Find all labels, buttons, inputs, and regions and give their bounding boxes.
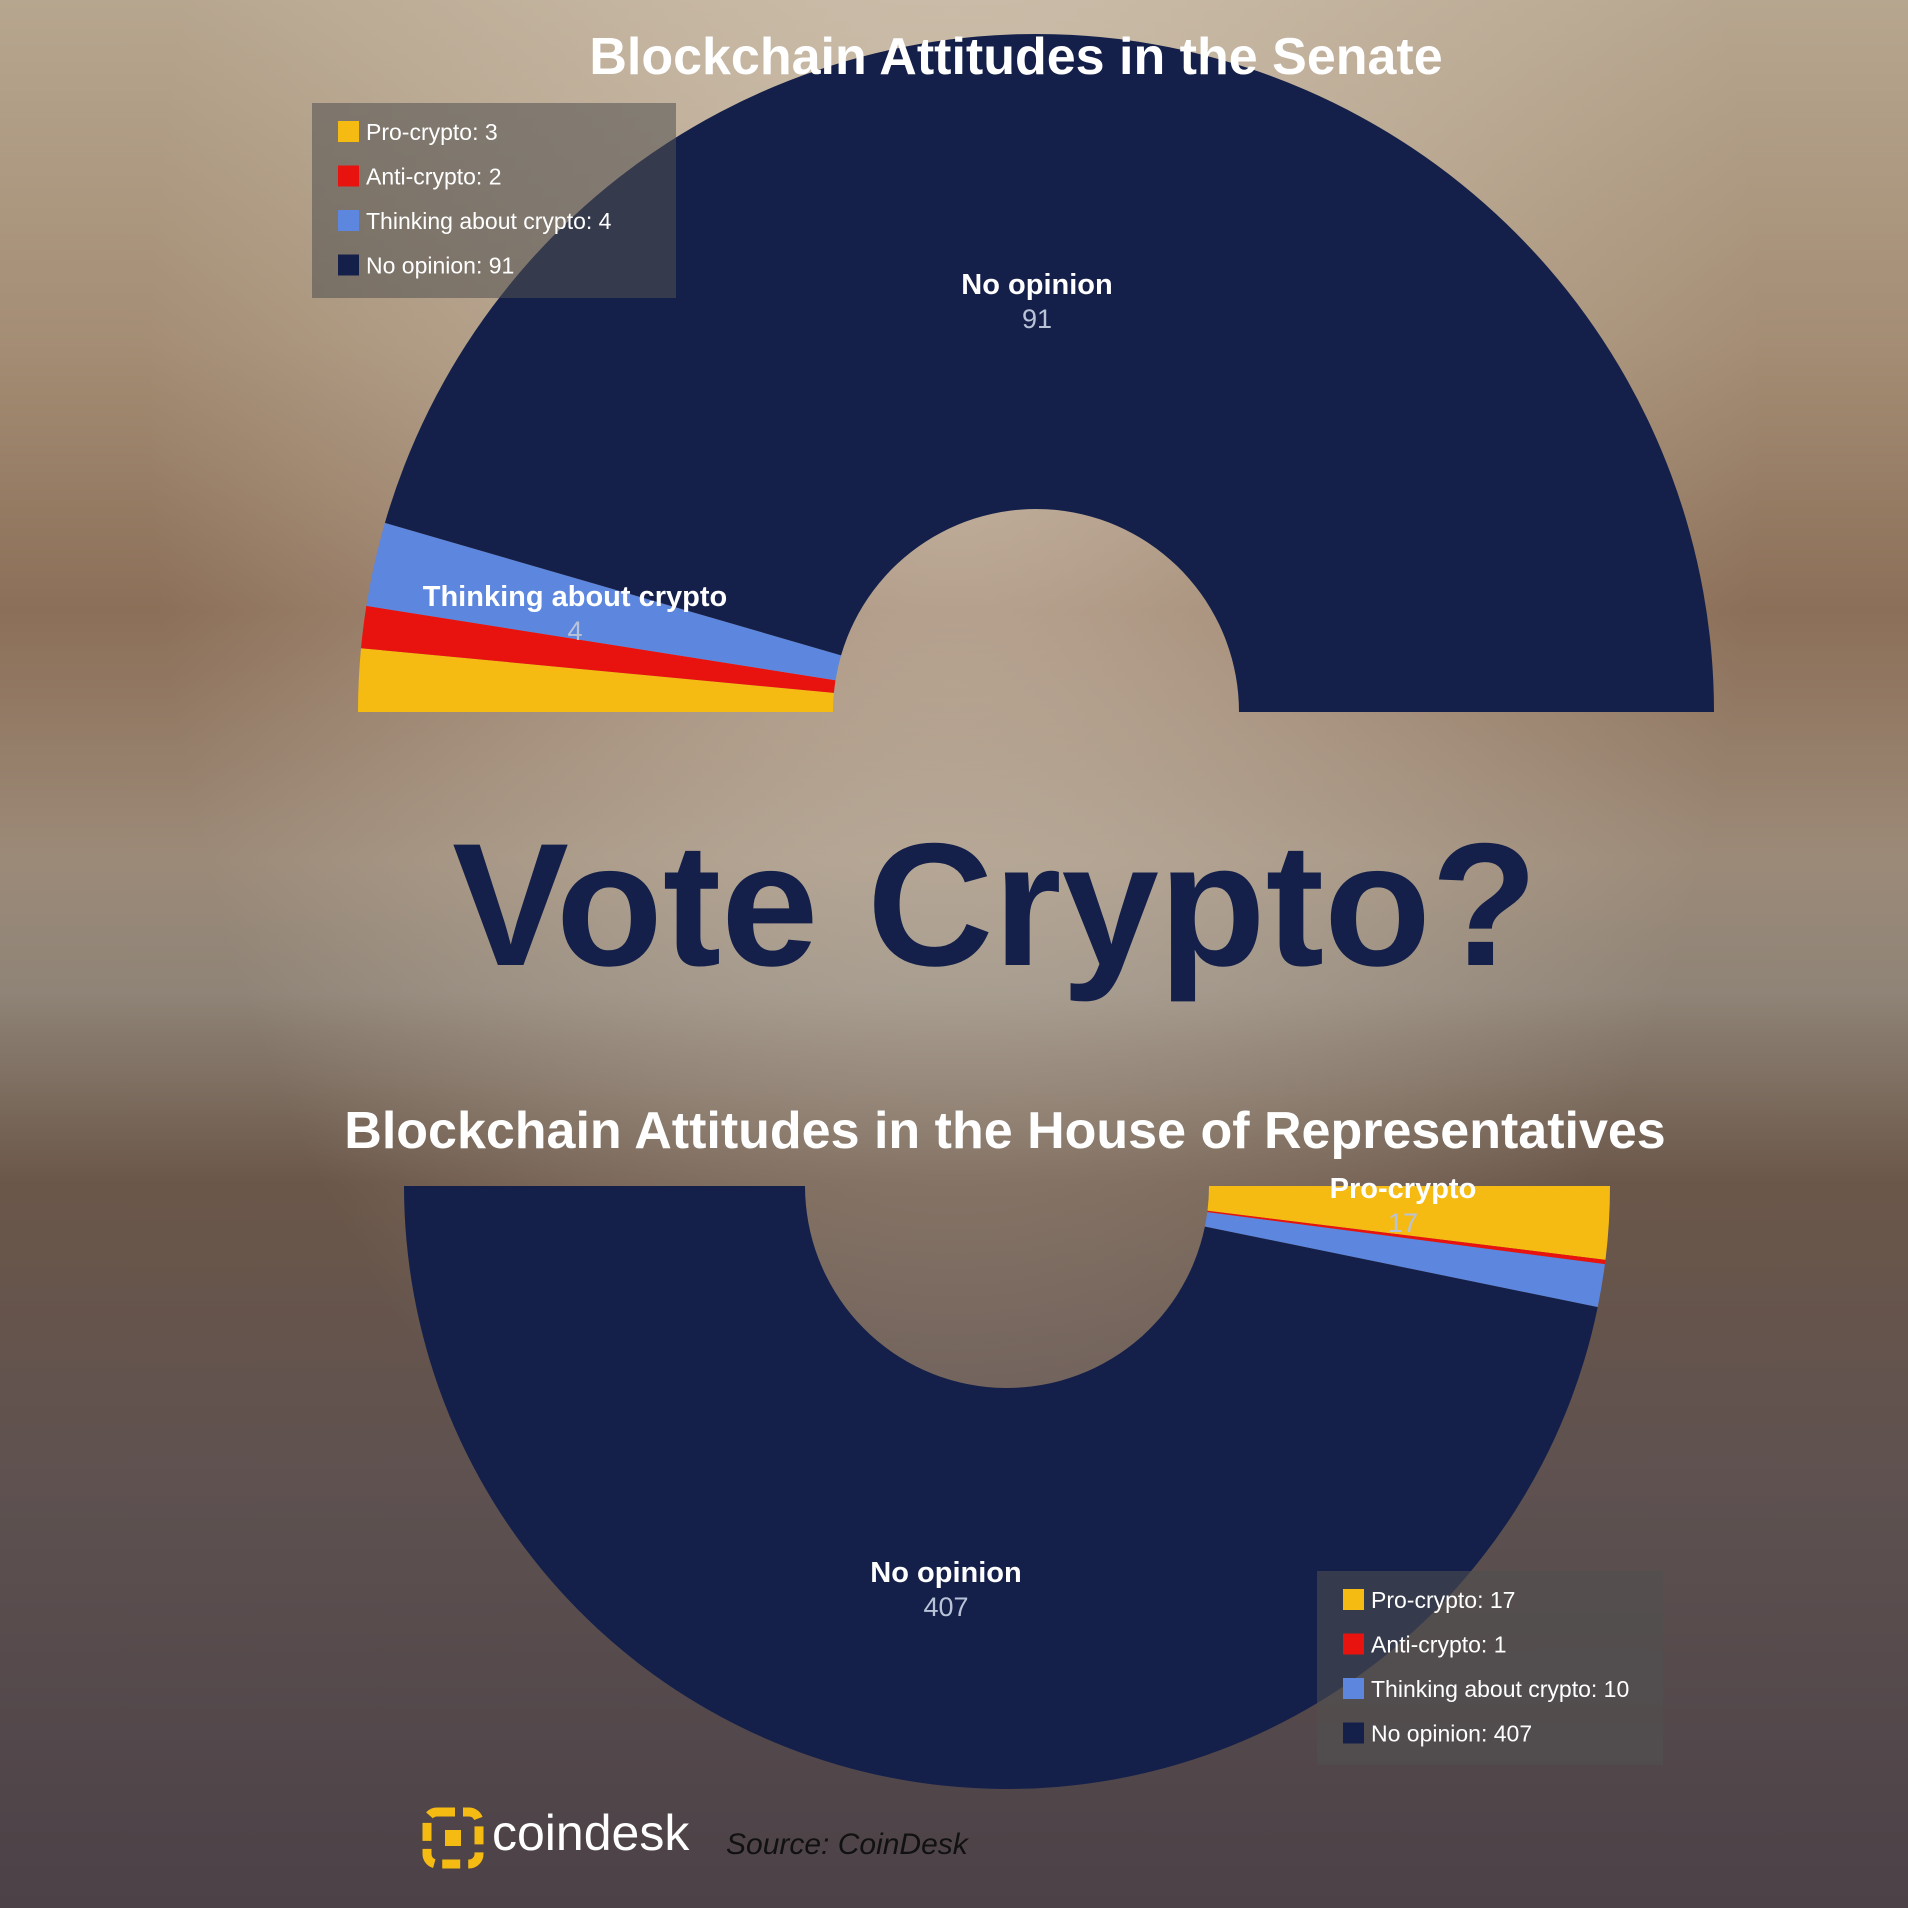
- house-legend-item-thinking-about-crypto: Thinking about crypto: 10: [1371, 1676, 1629, 1702]
- house-legend: Pro-crypto: 17 Anti-crypto: 1 Thinking abo…: [1317, 1571, 1663, 1765]
- senate-slice-anti-crypto: [361, 605, 836, 693]
- house-slice-value-no-opinion: 407: [923, 1592, 968, 1622]
- headline: Vote Crypto?: [452, 808, 1538, 1003]
- senate-slice-no-opinion: [384, 34, 1714, 712]
- house-slice-value-pro-crypto: 17: [1388, 1208, 1418, 1238]
- house-legend-swatch-pro-crypto: [1343, 1589, 1364, 1610]
- house-slice-label-pro-crypto: Pro-crypto: [1330, 1173, 1477, 1205]
- senate-legend-item-thinking-about-crypto: Thinking about crypto: 4: [366, 208, 612, 234]
- house-legend-box: [1317, 1571, 1663, 1765]
- house-legend-item-anti-crypto: Anti-crypto: 1: [1371, 1632, 1507, 1658]
- house-legend-swatch-thinking-about-crypto: [1343, 1678, 1364, 1699]
- senate-slice-label-no-opinion: No opinion: [961, 269, 1112, 301]
- brand-name: coindesk: [492, 1805, 690, 1861]
- house-slice-thinking-about-crypto: [1204, 1212, 1605, 1308]
- house-legend-item-no-opinion: No opinion: 407: [1371, 1721, 1532, 1747]
- house-legend-swatch-anti-crypto: [1343, 1633, 1364, 1655]
- coindesk-logo: coindesk: [422, 1805, 690, 1869]
- source-note: Source: CoinDesk: [726, 1828, 970, 1861]
- senate-legend: Pro-crypto: 3 Anti-crypto: 2 Thinking abou…: [312, 103, 676, 298]
- senate-legend-swatch-anti-crypto: [338, 165, 359, 187]
- senate-legend-swatch-thinking-about-crypto: [338, 210, 359, 231]
- senate-legend-swatch-no-opinion: [338, 254, 359, 276]
- senate-legend-item-pro-crypto: Pro-crypto: 3: [366, 119, 498, 145]
- house-slice-label-no-opinion: No opinion: [870, 1557, 1021, 1589]
- house-chart-title: Blockchain Attitudes in the House of Rep…: [344, 1102, 1665, 1160]
- senate-slice-value-thinking-about-crypto: 4: [567, 616, 582, 646]
- house-slice-pro-crypto: [1207, 1186, 1610, 1260]
- house-legend-swatch-no-opinion: [1343, 1722, 1364, 1744]
- senate-legend-item-anti-crypto: Anti-crypto: 2: [366, 164, 502, 190]
- house-legend-item-pro-crypto: Pro-crypto: 17: [1371, 1587, 1515, 1613]
- house-slice-anti-crypto: [1207, 1210, 1606, 1265]
- senate-legend-swatch-pro-crypto: [338, 121, 359, 142]
- senate-legend-item-no-opinion: No opinion: 91: [366, 253, 514, 279]
- senate-chart-title: Blockchain Attitudes in the Senate: [589, 28, 1442, 86]
- house-slice-no-opinion: [404, 1186, 1598, 1789]
- senate-legend-box: [312, 103, 676, 298]
- coindesk-logo-icon: [422, 1807, 484, 1869]
- senate-slice-pro-crypto: [358, 648, 834, 712]
- senate-slice-value-no-opinion: 91: [1022, 304, 1052, 334]
- senate-slice-label-thinking-about-crypto: Thinking about crypto: [423, 581, 728, 613]
- senate-slice-thinking-about-crypto: [366, 522, 842, 681]
